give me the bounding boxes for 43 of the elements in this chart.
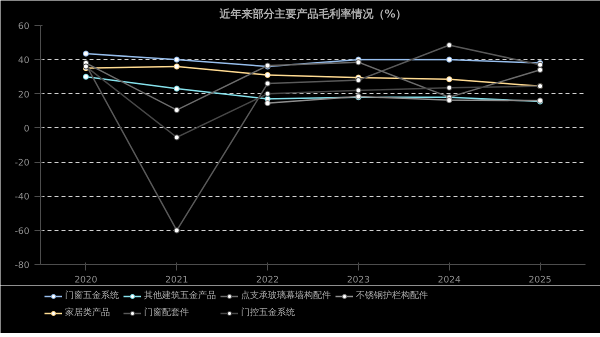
point bbox=[82, 50, 89, 57]
point bbox=[446, 84, 452, 91]
legend-label: 门窗配套件 bbox=[144, 306, 189, 319]
point bbox=[264, 90, 271, 97]
chart-title: 近年来部分主要产品毛利率情况（%） bbox=[218, 8, 407, 20]
point bbox=[82, 74, 89, 80]
point bbox=[174, 227, 180, 234]
point bbox=[446, 97, 452, 104]
point bbox=[174, 107, 180, 113]
point bbox=[174, 86, 180, 92]
point bbox=[446, 56, 452, 63]
x-tick-label: 2021 bbox=[165, 276, 188, 286]
point bbox=[446, 42, 452, 48]
point bbox=[355, 87, 362, 94]
x-tick-label: 2023 bbox=[346, 276, 370, 286]
point bbox=[264, 100, 271, 106]
legend-label: 门控五金系统 bbox=[241, 306, 295, 319]
point bbox=[174, 63, 180, 70]
y-tick-label: -80 bbox=[14, 261, 30, 271]
y-tick-label: -20 bbox=[14, 158, 30, 169]
y-tick-label: 0 bbox=[24, 124, 30, 134]
point bbox=[355, 59, 362, 66]
legend-label: 家居类产品 bbox=[65, 306, 110, 319]
x-tick-label: 2020 bbox=[74, 276, 98, 286]
legend-label: 不锈钢护栏构配件 bbox=[356, 290, 428, 302]
y-tick-label: -40 bbox=[14, 192, 30, 203]
legend-label: 其他建筑五金产品 bbox=[144, 290, 216, 302]
y-tick-label: 20 bbox=[18, 90, 30, 100]
y-tick-label: 40 bbox=[18, 56, 30, 66]
point bbox=[264, 80, 271, 87]
legend-label: 门窗五金系统 bbox=[65, 290, 119, 302]
x-tick-label: 2024 bbox=[438, 276, 461, 286]
point bbox=[537, 66, 544, 73]
point bbox=[174, 56, 180, 63]
point bbox=[446, 76, 452, 82]
x-tick-label: 2022 bbox=[256, 276, 280, 286]
point bbox=[264, 72, 271, 78]
point bbox=[174, 134, 180, 140]
y-tick-label: -60 bbox=[14, 226, 30, 237]
x-tick-label: 2025 bbox=[528, 276, 552, 286]
point bbox=[355, 77, 362, 84]
y-tick-label: 60 bbox=[18, 22, 30, 32]
legend-label: 点支承玻璃幕墙构配件 bbox=[241, 290, 331, 302]
